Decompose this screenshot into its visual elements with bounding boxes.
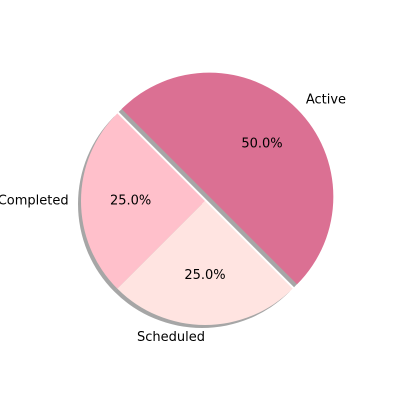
slice-label-scheduled: Scheduled	[137, 330, 205, 345]
pie-slice-completed	[80, 113, 205, 289]
pct-label-scheduled: 25.0%	[184, 268, 225, 283]
pie-slice-active	[121, 72, 334, 285]
pct-label-completed: 25.0%	[110, 194, 151, 209]
slice-label-active: Active	[306, 93, 346, 108]
slice-label-completed: Completed	[0, 194, 69, 209]
pie-slice-scheduled	[117, 201, 293, 325]
pct-label-active: 50.0%	[241, 137, 282, 152]
pie-label-layer: Active 50.0% Completed 25.0% Scheduled 25.0%	[0, 93, 346, 345]
pie-slice-layer	[80, 72, 334, 325]
